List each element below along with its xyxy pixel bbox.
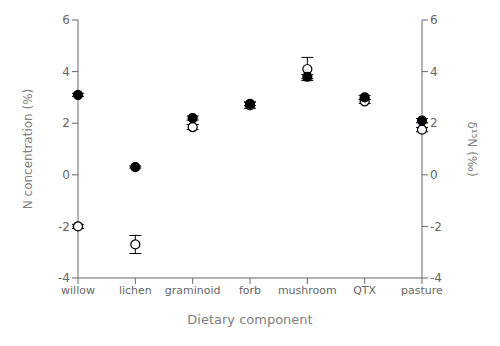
svg-text:-2: -2 <box>430 220 442 234</box>
svg-text:N concentration (%): N concentration (%) <box>21 89 35 209</box>
svg-text:lichen: lichen <box>119 284 152 297</box>
svg-text:mushroom: mushroom <box>278 284 337 297</box>
svg-text:4: 4 <box>62 65 70 79</box>
svg-text:2: 2 <box>62 116 70 130</box>
svg-text:-4: -4 <box>58 271 70 285</box>
svg-text:forb: forb <box>239 284 261 297</box>
svg-text:-4: -4 <box>430 271 442 285</box>
svg-text:4: 4 <box>430 65 438 79</box>
svg-text:6: 6 <box>62 13 70 27</box>
svg-text:δ¹⁵N (‰): δ¹⁵N (‰) <box>465 121 479 176</box>
svg-text:6: 6 <box>430 13 438 27</box>
svg-text:willow: willow <box>61 284 95 297</box>
svg-text:2: 2 <box>430 116 438 130</box>
svg-text:0: 0 <box>430 168 438 182</box>
svg-text:0: 0 <box>62 168 70 182</box>
svg-text:QTX: QTX <box>353 284 376 297</box>
svg-text:graminoid: graminoid <box>165 284 221 297</box>
svg-text:Dietary component: Dietary component <box>187 312 312 327</box>
svg-text:-2: -2 <box>58 220 70 234</box>
svg-text:pasture: pasture <box>401 284 443 297</box>
